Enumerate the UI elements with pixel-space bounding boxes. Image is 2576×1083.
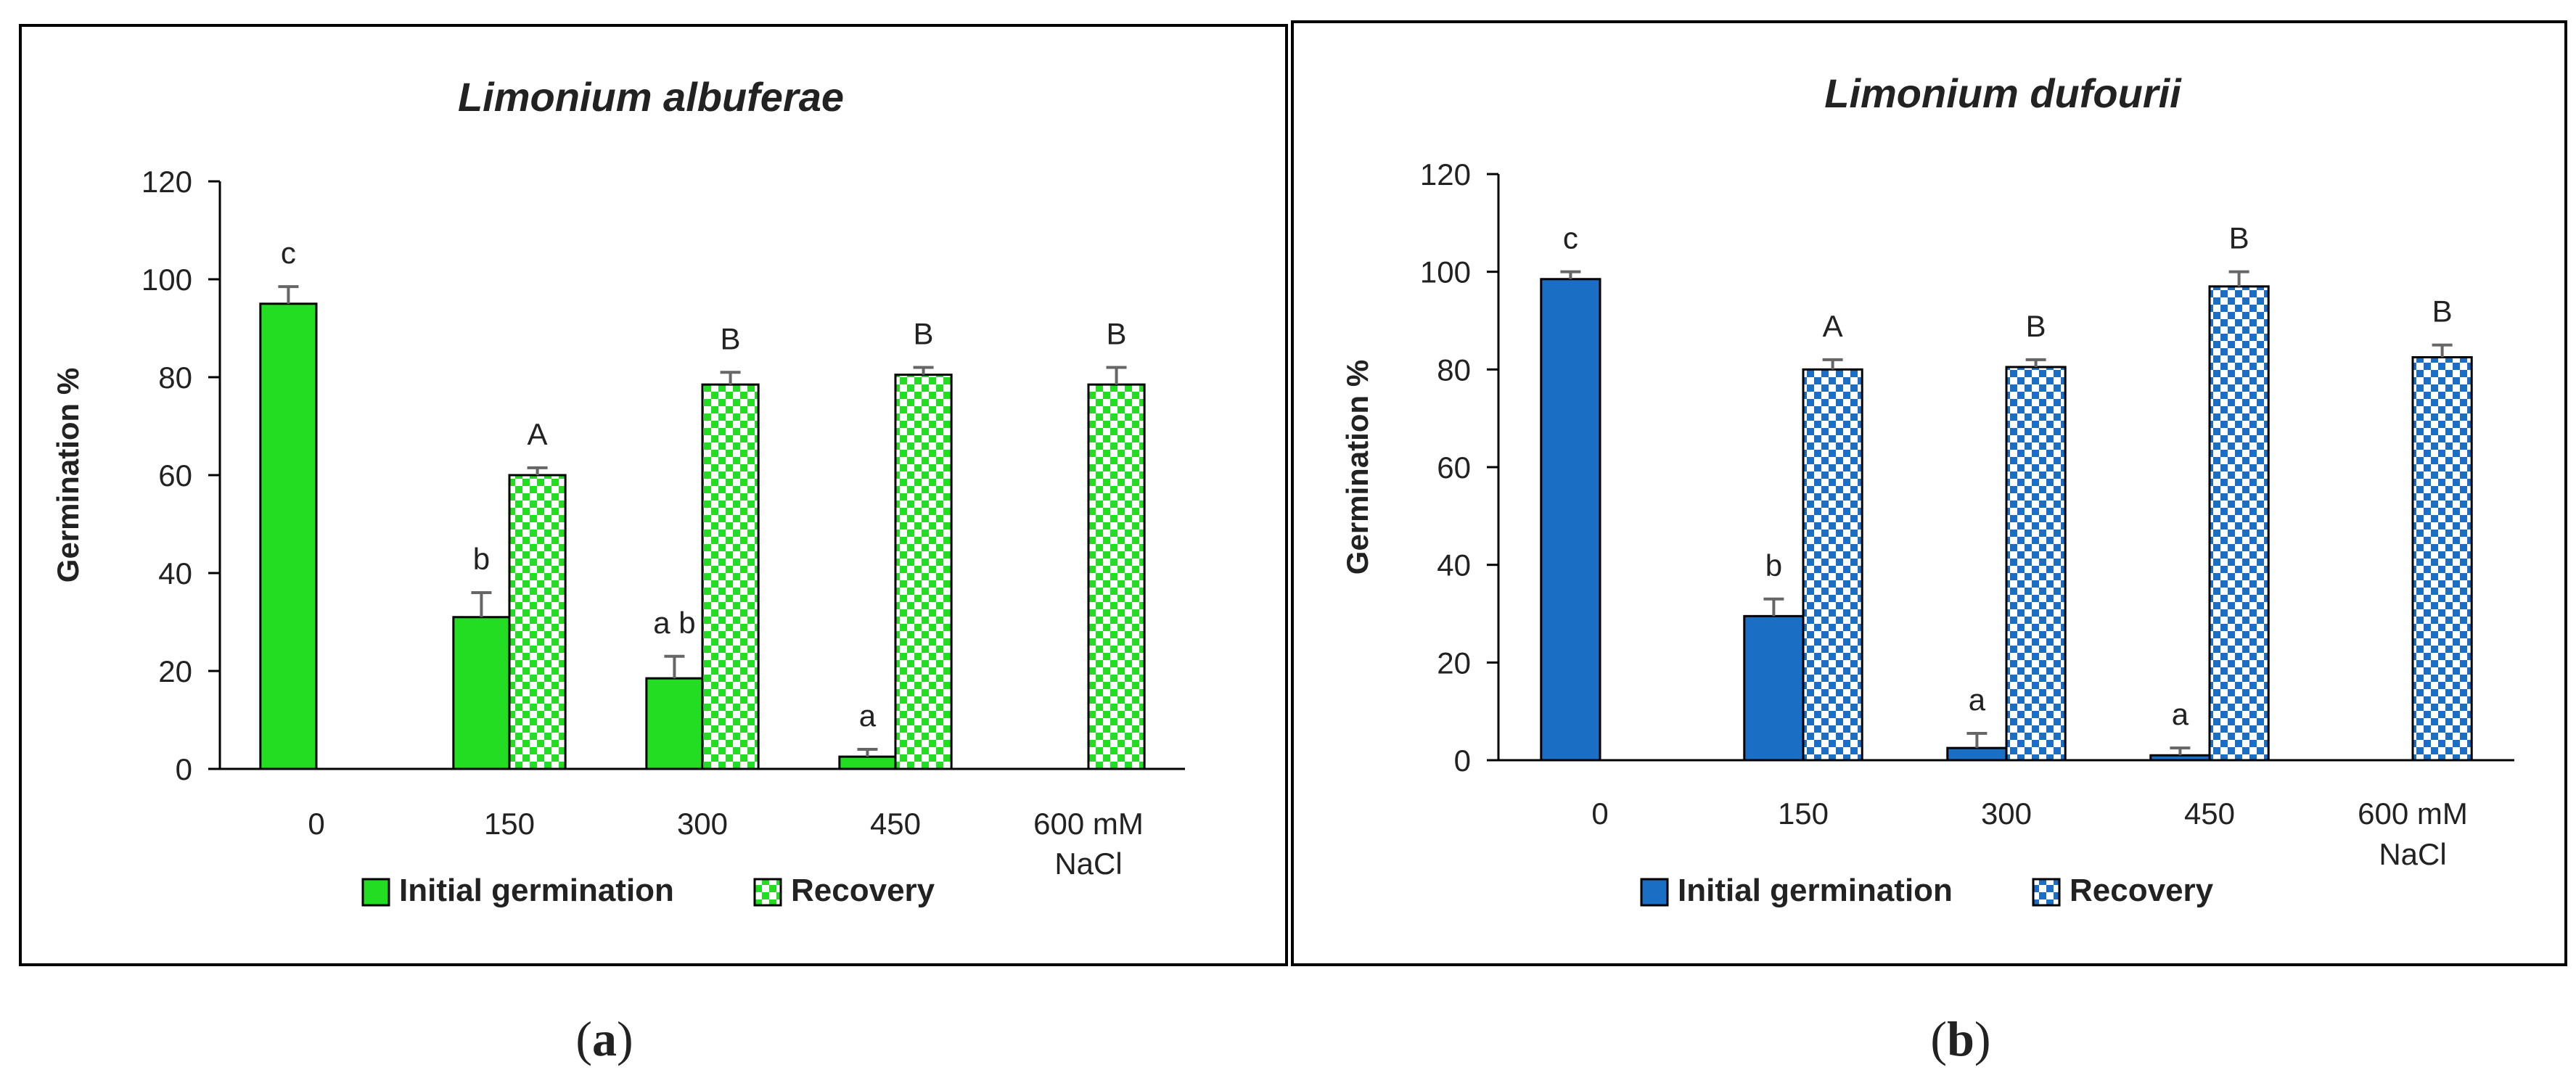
panel-b-significance-label: B	[2026, 309, 2046, 343]
panel-a-bar-initial-0	[259, 302, 318, 770]
panel-a-y-tick-label: 100	[141, 263, 192, 297]
panel-b-x-tick-label: 0	[1591, 796, 1608, 831]
panel-a-legend-swatch-recovery	[753, 878, 782, 907]
panel-a-label: (a)	[575, 1011, 633, 1066]
panel-b-x-tick-label: NaCl	[2379, 837, 2446, 871]
panel-b-x-tick-label: 450	[2184, 796, 2235, 831]
panel-a-significance-label: B	[721, 321, 741, 355]
panel-b-significance-label: A	[1823, 309, 1843, 343]
panel-b-bar-recovery-1	[1802, 368, 1863, 762]
panel-b-significance-label: B	[2432, 295, 2453, 329]
panel-b-legend-label-recovery: Recovery	[2070, 873, 2214, 908]
panel-a-significance-label: c	[281, 236, 296, 270]
panel-b-label-part: )	[1974, 1011, 1991, 1066]
panel-b-y-tick-label: 20	[1437, 646, 1471, 680]
panel-a-legend-label-initial: Initial germination	[399, 873, 674, 908]
panel-a-legend-label-recovery: Recovery	[791, 873, 935, 908]
panel-a-significance-label: A	[528, 417, 548, 451]
panel-b-bar-initial-3	[2149, 754, 2211, 762]
panel-b-label: (b)	[1930, 1011, 1990, 1066]
panel-b-bar-recovery-3	[2208, 285, 2270, 762]
panel-a-label-part: )	[617, 1011, 633, 1066]
panel-a-significance-label: B	[1107, 317, 1127, 351]
panel-a-legend-swatch-initial	[361, 878, 390, 907]
panel-b-y-axis-label: Germination %	[1340, 360, 1374, 575]
panel-a-chart: Limonium albuferae 0 20 40 60 80 100 120 Germina…	[19, 24, 1288, 966]
panel-a-y-tick-label: 60	[158, 458, 192, 493]
panel-b-label-part: (	[1930, 1011, 1947, 1066]
panel-b-bar-initial-0	[1540, 278, 1601, 762]
panel-b-y-tick-label: 0	[1454, 744, 1471, 778]
panel-a-frame	[19, 24, 1288, 966]
panel-a-x-tick-label: 150	[484, 807, 535, 841]
panel-a-bar-initial-1	[452, 616, 511, 770]
panel-a-bar-recovery-1	[508, 474, 567, 770]
panel-b-y-tick-label: 40	[1437, 548, 1471, 582]
panel-a-significance-label: a	[859, 699, 877, 733]
panel-a-y-axis-label: Germination %	[51, 368, 85, 582]
panel-a-y-tick-label: 80	[158, 361, 192, 395]
panel-a-x-tick-label: 600 mM	[1033, 807, 1144, 841]
panel-a-bar-initial-2	[645, 677, 704, 770]
panel-a-y-tick-label: 120	[141, 165, 192, 199]
panel-b-chart: Limonium dufourii 0 20 40 60 80 100 120 Germinat…	[1291, 20, 2567, 966]
panel-b-bar-initial-1	[1743, 614, 1805, 762]
panel-a-label-part: a	[592, 1011, 617, 1066]
panel-a-significance-label: a b	[653, 606, 695, 640]
panel-b-significance-label: b	[1765, 548, 1782, 582]
panel-b-significance-label: a	[1969, 683, 1986, 717]
panel-b-x-tick-label: 150	[1778, 796, 1829, 831]
panel-a-title: Limonium albuferae	[458, 74, 844, 120]
panel-a-y-tick-label: 20	[158, 654, 192, 688]
panel-b-y-tick-label: 120	[1420, 157, 1471, 192]
panel-a-y-tick-label: 0	[176, 752, 192, 786]
panel-a-bar-initial-3	[838, 755, 897, 770]
panel-a-x-tick-label: 0	[308, 807, 324, 841]
panel-b-significance-label: c	[1563, 221, 1578, 255]
panel-a-bar-recovery-4	[1087, 383, 1146, 770]
panel-b-significance-label: a	[2172, 697, 2189, 731]
panel-b-legend-swatch-recovery	[2032, 878, 2061, 907]
panel-b-bar-initial-2	[1946, 746, 2008, 762]
panel-b-frame	[1291, 20, 2567, 966]
panel-b-x-tick-label: 300	[1981, 796, 2032, 831]
panel-a-x-tick-label: 450	[870, 807, 921, 841]
panel-a-x-tick-label: 300	[677, 807, 728, 841]
panel-a-bar-recovery-3	[894, 374, 953, 770]
panel-a-significance-label: B	[914, 317, 934, 351]
panel-b-legend-swatch-initial	[1640, 878, 1669, 907]
panel-b-title: Limonium dufourii	[1824, 70, 2182, 116]
panel-a-x-tick-label: NaCl	[1054, 847, 1122, 881]
panel-b-bar-recovery-2	[2005, 366, 2067, 762]
panel-a-bar-recovery-2	[701, 383, 760, 770]
panel-b-bar-recovery-4	[2411, 356, 2473, 762]
panel-b-significance-label: B	[2229, 221, 2249, 255]
panel-b-x-tick-label: 600 mM	[2358, 796, 2468, 831]
panel-b-y-tick-label: 100	[1420, 255, 1471, 289]
panel-a-label-part: (	[575, 1011, 592, 1066]
panel-a-significance-label: b	[473, 542, 490, 576]
panel-b-y-tick-label: 60	[1437, 450, 1471, 485]
panel-b-legend-label-initial: Initial germination	[1678, 873, 1953, 908]
panel-b-label-part: b	[1947, 1011, 1974, 1066]
panel-a-y-tick-label: 40	[158, 556, 192, 590]
panel-b-y-tick-label: 80	[1437, 353, 1471, 387]
